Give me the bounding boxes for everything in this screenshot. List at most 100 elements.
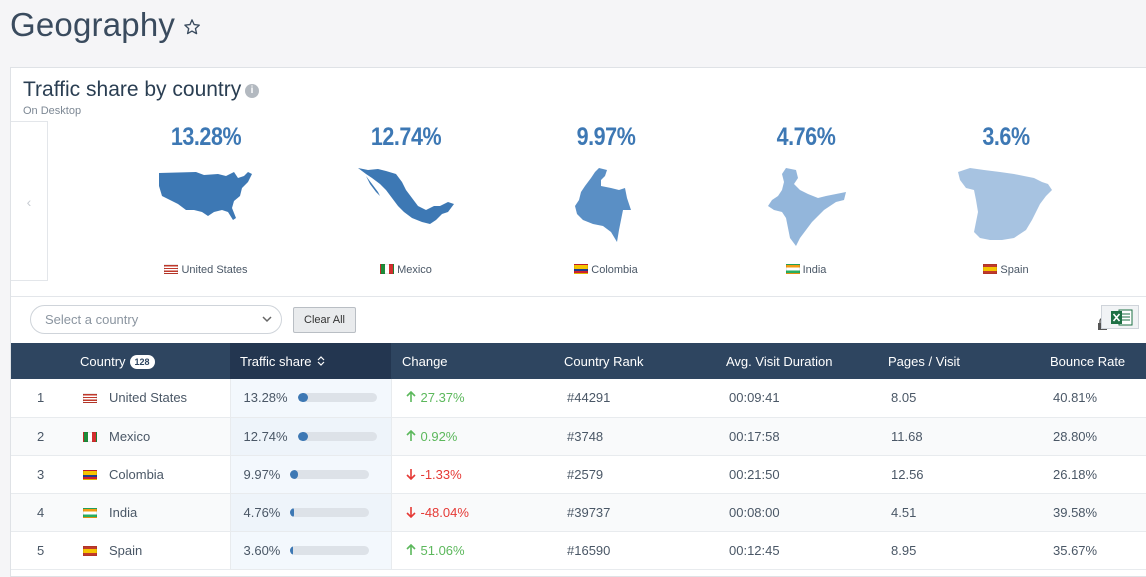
section-divider (11, 296, 1146, 297)
country-share-pct: 13.28% (170, 123, 242, 151)
row-change: 27.37% (391, 379, 553, 417)
traffic-share-card: Traffic share by country i On Desktop ‹ … (10, 67, 1146, 577)
row-country[interactable]: India (80, 493, 230, 531)
arrow-down-icon (405, 468, 416, 480)
table-row[interactable]: 2 Mexico 12.74% 0.92% #3748 00:17:58 11.68 28.8… (11, 417, 1146, 455)
header-avg-visit-duration[interactable]: Avg. Visit Duration (726, 353, 833, 369)
row-bounce-rate: 39.58% (1053, 504, 1098, 520)
row-change: 0.92% (391, 417, 553, 455)
flag-icon (83, 393, 97, 404)
row-pages-per-visit: 8.95 (891, 542, 917, 558)
flag-icon (83, 469, 97, 480)
row-bounce-rate: 26.18% (1053, 466, 1098, 482)
header-country[interactable]: Country 128 (80, 343, 230, 379)
row-country-name: United States (109, 390, 188, 406)
country-share-pct: 4.76% (776, 123, 836, 151)
header-country-rank[interactable]: Country Rank (564, 353, 644, 369)
country-tile-india[interactable]: 4.76% India (711, 123, 901, 283)
flag-icon (83, 507, 97, 518)
star-icon[interactable] (183, 18, 201, 36)
share-bar (297, 393, 377, 403)
row-country-name: Spain (109, 542, 143, 558)
countries-table: Country 128 Traffic share Change Country … (11, 343, 1146, 570)
row-bounce-rate: 40.81% (1053, 390, 1098, 406)
row-change: -1.33% (391, 455, 553, 493)
row-country-name: India (109, 504, 138, 520)
table-row[interactable]: 3 Colombia 9.97% -1.33% #2579 00:21:50 12.56 26… (11, 455, 1146, 493)
row-country-rank: #2579 (567, 466, 604, 482)
united-states-map-icon (159, 172, 252, 220)
flag-icon-es (983, 264, 998, 274)
clear-all-button[interactable]: Clear All (293, 307, 356, 333)
country-share-pct: 9.97% (576, 123, 636, 151)
card-subtitle: On Desktop (23, 105, 82, 117)
share-bar (290, 545, 370, 555)
header-change[interactable]: Change (402, 353, 448, 369)
share-bar (297, 431, 377, 441)
share-bar (290, 507, 370, 517)
share-bar-fill (297, 431, 308, 441)
arrow-up-icon (405, 429, 416, 441)
table-row[interactable]: 1 United States 13.28% 27.37% #44291 00:09:41… (11, 379, 1146, 417)
row-pages-per-visit: 12.56 (891, 466, 924, 482)
share-bar-fill (290, 545, 294, 555)
header-traffic-share[interactable]: Traffic share (230, 343, 391, 379)
row-country[interactable]: Spain (80, 531, 230, 569)
share-bar (290, 469, 370, 479)
country-tile-united-states[interactable]: 13.28% United States (111, 123, 301, 283)
colombia-map-icon (575, 168, 631, 242)
flag-icon (83, 545, 97, 556)
country-name: Spain (1000, 264, 1029, 276)
card-title: Traffic share by country (23, 78, 242, 101)
row-traffic-share: 3.60% (229, 531, 392, 569)
country-name: United States (181, 264, 248, 276)
excel-export-button[interactable] (1101, 305, 1139, 329)
country-tile-mexico[interactable]: 12.74% Mexico (311, 123, 501, 283)
flag-icon-mx (380, 264, 395, 274)
arrow-up-icon (405, 391, 416, 403)
row-country-name: Mexico (109, 428, 151, 444)
row-country[interactable]: Mexico (80, 417, 230, 455)
row-traffic-share: 9.97% (229, 455, 392, 493)
country-name: Colombia (591, 264, 638, 276)
country-share-pct: 3.6% (982, 123, 1030, 151)
country-name: Mexico (397, 264, 432, 276)
row-avg-visit-duration: 00:21:50 (729, 466, 780, 482)
row-number: 2 (37, 428, 45, 444)
country-share-pct: 12.74% (370, 123, 442, 151)
table-header-row: Country 128 Traffic share Change Country … (11, 343, 1146, 379)
row-country[interactable]: Colombia (80, 455, 230, 493)
share-bar-fill (290, 469, 299, 479)
country-select[interactable]: Select a country (30, 305, 282, 334)
row-number: 4 (37, 504, 45, 520)
row-country[interactable]: United States (80, 379, 230, 417)
country-count-badge: 128 (129, 354, 155, 369)
row-pages-per-visit: 8.05 (891, 390, 917, 406)
row-avg-visit-duration: 00:12:45 (729, 542, 780, 558)
mexico-map-icon (358, 168, 454, 224)
row-country-rank: #39737 (567, 504, 611, 520)
spain-map-icon (958, 168, 1052, 240)
page-title: Geography (10, 6, 176, 43)
carousel-prev-button[interactable]: ‹ (11, 121, 48, 281)
header-pages-per-visit[interactable]: Pages / Visit (888, 353, 961, 369)
country-tile-spain[interactable]: 3.6% Spain (911, 123, 1101, 283)
excel-export-icon (1111, 309, 1133, 326)
row-country-rank: #16590 (567, 542, 611, 558)
table-row[interactable]: 5 Spain 3.60% 51.06% #16590 00:12:45 8.95 35.67… (11, 531, 1146, 569)
country-select-placeholder: Select a country (45, 312, 139, 327)
row-pages-per-visit: 11.68 (891, 428, 923, 444)
row-pages-per-visit: 4.51 (891, 504, 917, 520)
share-bar-fill (297, 393, 309, 403)
header-bounce-rate[interactable]: Bounce Rate (1050, 353, 1126, 369)
india-map-icon (768, 168, 846, 246)
row-change: -48.04% (391, 493, 553, 531)
flag-icon-co (574, 264, 589, 274)
row-country-name: Colombia (109, 466, 164, 482)
flag-icon (83, 431, 97, 442)
row-avg-visit-duration: 00:17:58 (729, 428, 780, 444)
info-icon[interactable]: i (245, 84, 259, 98)
table-row[interactable]: 4 India 4.76% -48.04% #39737 00:08:00 4.51 39.5… (11, 493, 1146, 531)
country-tile-colombia[interactable]: 9.97% Colombia (511, 123, 701, 283)
row-traffic-share: 12.74% (229, 417, 392, 455)
